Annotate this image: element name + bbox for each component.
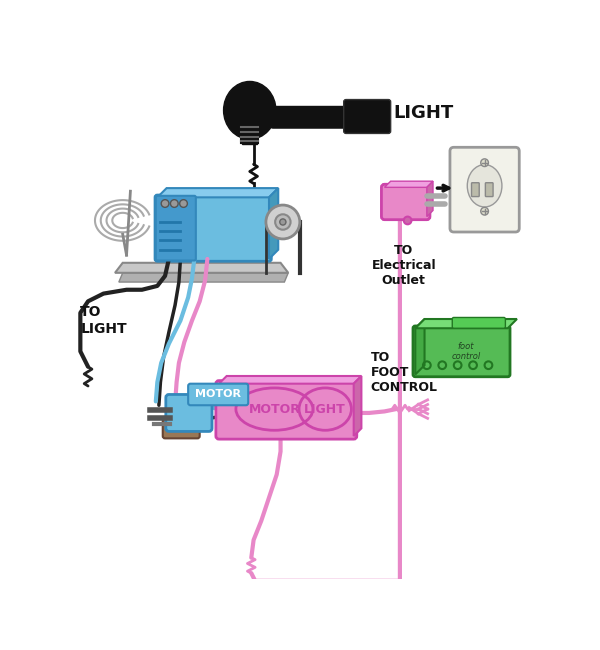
FancyBboxPatch shape	[166, 395, 212, 432]
FancyBboxPatch shape	[472, 183, 479, 196]
Text: MOTOR: MOTOR	[248, 402, 301, 415]
Ellipse shape	[224, 81, 276, 139]
Circle shape	[280, 219, 286, 225]
Text: MOTOR: MOTOR	[195, 389, 241, 400]
Polygon shape	[415, 319, 517, 328]
Polygon shape	[427, 181, 433, 216]
Polygon shape	[219, 376, 361, 384]
Circle shape	[170, 200, 178, 207]
FancyBboxPatch shape	[242, 132, 257, 144]
Text: TO
LIGHT: TO LIGHT	[80, 306, 127, 335]
Polygon shape	[385, 181, 433, 187]
FancyBboxPatch shape	[163, 417, 200, 438]
FancyBboxPatch shape	[344, 99, 391, 133]
Text: TO
FOOT
CONTROL: TO FOOT CONTROL	[371, 351, 437, 394]
FancyBboxPatch shape	[450, 148, 519, 232]
Text: foot
control: foot control	[451, 342, 481, 361]
Circle shape	[161, 200, 169, 207]
FancyBboxPatch shape	[155, 195, 271, 261]
Text: LIGHT: LIGHT	[394, 105, 454, 122]
FancyBboxPatch shape	[452, 317, 505, 328]
Circle shape	[179, 200, 187, 207]
Polygon shape	[415, 319, 425, 374]
Circle shape	[266, 205, 300, 239]
Circle shape	[481, 207, 488, 215]
Text: LIGHT: LIGHT	[304, 402, 346, 415]
Polygon shape	[354, 376, 361, 436]
FancyBboxPatch shape	[188, 384, 248, 405]
FancyBboxPatch shape	[216, 381, 357, 439]
FancyBboxPatch shape	[382, 184, 430, 220]
Ellipse shape	[467, 164, 502, 207]
Circle shape	[275, 214, 290, 229]
FancyBboxPatch shape	[156, 196, 196, 261]
FancyBboxPatch shape	[271, 107, 360, 128]
FancyBboxPatch shape	[485, 183, 493, 196]
Circle shape	[404, 216, 412, 224]
Polygon shape	[115, 263, 288, 273]
Polygon shape	[119, 273, 288, 282]
Polygon shape	[269, 188, 278, 259]
Circle shape	[481, 159, 488, 166]
FancyBboxPatch shape	[413, 326, 510, 377]
Text: TO
Electrical
Outlet: TO Electrical Outlet	[371, 244, 436, 287]
Polygon shape	[157, 188, 278, 198]
